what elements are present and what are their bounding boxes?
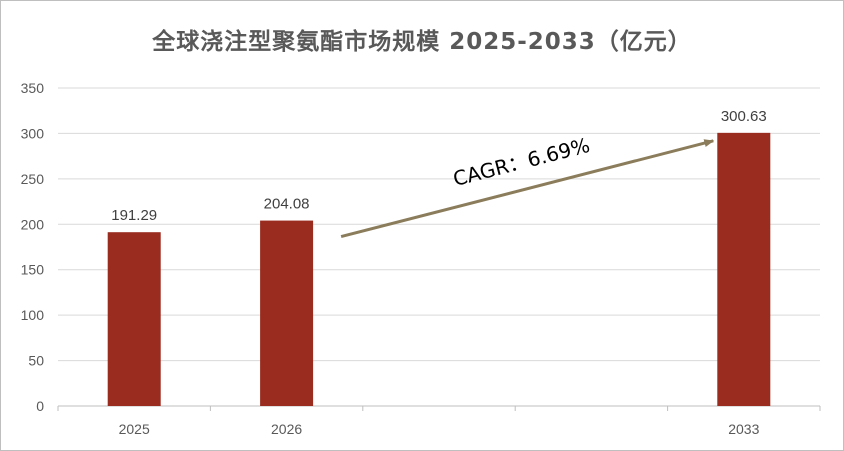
y-tick-label: 300	[21, 125, 45, 141]
bar	[717, 132, 771, 406]
y-tick-label: 250	[21, 171, 45, 187]
chart-title: 全球浇注型聚氨酯市场规模 2025-2033（亿元）	[152, 29, 692, 55]
bar	[107, 232, 161, 406]
data-label: 204.08	[264, 196, 310, 213]
x-tick-label: 2026	[271, 421, 302, 437]
data-label: 191.29	[111, 207, 157, 224]
bar	[260, 220, 314, 406]
y-tick-label: 150	[21, 262, 45, 278]
y-tick-label: 200	[21, 216, 45, 232]
y-tick-label: 0	[36, 398, 44, 414]
cagr-label: CAGR：6.69%	[451, 133, 593, 191]
x-tick-label: 2025	[119, 421, 150, 437]
y-tick-label: 50	[28, 353, 44, 369]
data-label: 300.63	[721, 108, 767, 125]
y-tick-label: 100	[21, 307, 45, 323]
y-tick-label: 350	[21, 80, 45, 96]
x-tick-label: 2033	[728, 421, 759, 437]
cagr-arrow	[340, 139, 715, 239]
